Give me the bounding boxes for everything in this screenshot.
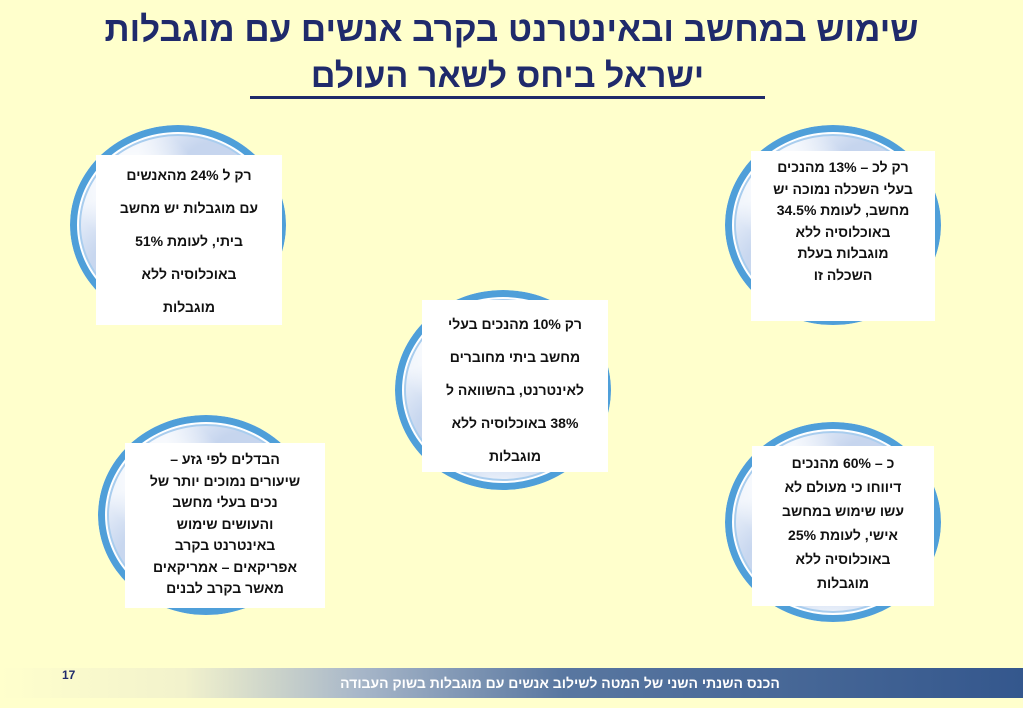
footer-bar (0, 668, 1023, 698)
fact-line: באוכלוסיה ללא (795, 223, 891, 240)
fact-line: מוגבלות (816, 575, 870, 591)
fact-line: 38% באוכלוסיה ללא (451, 415, 579, 431)
fact-line: רק לכ – 13% מהנכים (777, 159, 909, 175)
fact-line: כ – 60% מהנכים (791, 455, 895, 471)
fact-card-bottom-right: כ – 60% מהנכים דיווחו כי מעולם לא עשו שי… (752, 446, 934, 606)
fact-line: באוכלוסיה ללא (795, 551, 891, 567)
fact-line: באוכלוסיה ללא (141, 266, 237, 282)
fact-card-center: רק 10% מהנכים בעלי מחשב ביתי מחוברים לאי… (422, 300, 608, 472)
fact-line: מחשב ביתי מחוברים (449, 349, 581, 365)
fact-line: מאשר בקרב לבנים (166, 580, 284, 596)
fact-card-bottom-left: הבדלים לפי גזע – שיעורים נמוכים יותר של … (125, 443, 325, 608)
fact-line: מוגבלות (488, 448, 542, 464)
fact-line: שיעורים נמוכים יותר של (149, 472, 301, 489)
fact-line: מחשב, לעומת 34.5% (776, 202, 910, 218)
fact-line: אפריקאים – אמריקאים (153, 558, 297, 575)
fact-line: רק ל 24% מהאנשים (126, 167, 252, 183)
fact-line: מוגבלות בעלת (797, 245, 889, 261)
fact-line: אישי, לעומת 25% (788, 527, 898, 543)
slide-title-line1: שימוש במחשב ובאינטרנט בקרב אנשים עם מוגב… (104, 10, 919, 49)
fact-line: מוגבלות (162, 299, 216, 315)
fact-line: ביתי, לעומת 51% (135, 233, 243, 249)
slide-title-line2: ישראל ביחס לשאר העולם (250, 56, 765, 99)
fact-line: הבדלים לפי גזע – (170, 451, 280, 467)
fact-line: והעושים שימוש (176, 515, 274, 532)
footer-text: הכנס השנתי השני של המטה לשילוב אנשים עם … (340, 675, 780, 691)
fact-line: נכים בעלי מחשב (172, 494, 278, 510)
fact-line: השכלה זו (813, 266, 873, 283)
fact-line: עם מוגבלות יש מחשב (119, 200, 259, 216)
fact-line: דיווחו כי מעולם לא (784, 479, 902, 495)
fact-card-top-right: רק לכ – 13% מהנכים בעלי השכלה נמוכה יש מ… (751, 151, 935, 321)
page-number: 17 (62, 668, 76, 682)
fact-card-top-left: רק ל 24% מהאנשים עם מוגבלות יש מחשב ביתי… (96, 155, 282, 325)
fact-line: לאינטרנט, בהשוואה ל (445, 382, 584, 398)
fact-line: עשו שימוש במחשב (782, 503, 904, 519)
fact-line: באינטרנט בקרב (174, 537, 276, 553)
fact-line: רק 10% מהנכים בעלי (448, 316, 582, 332)
fact-line: בעלי השכלה נמוכה יש (773, 180, 913, 197)
